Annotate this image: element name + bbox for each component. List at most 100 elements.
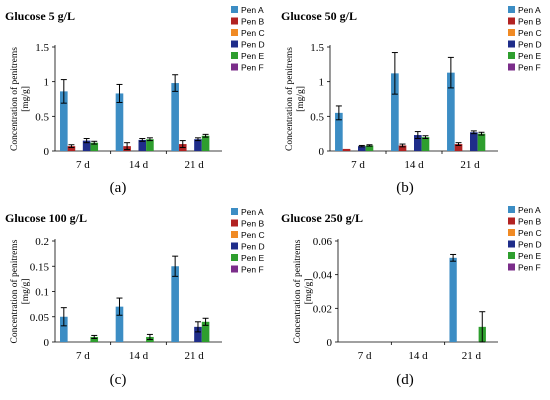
- panel-label: (c): [110, 372, 127, 388]
- legend-label: Pen C: [518, 228, 542, 238]
- panel-label: (a): [110, 180, 127, 196]
- legend-swatch: [508, 240, 515, 248]
- bar-pen-b: [67, 146, 76, 151]
- legend-swatch: [231, 254, 238, 261]
- x-tick-label: 14 d: [404, 159, 424, 171]
- legend-label: Pen D: [518, 40, 542, 50]
- bar-pen-d: [414, 135, 422, 151]
- bar-pen-d: [194, 326, 202, 342]
- y-axis-label-line1: Concentration of penitrems: [9, 239, 20, 343]
- bar-pen-a: [171, 83, 179, 151]
- bar-pen-a: [391, 73, 399, 151]
- legend-label: Pen F: [518, 263, 541, 273]
- legend-swatch: [231, 231, 238, 238]
- x-tick-label: 14 d: [129, 350, 149, 362]
- legend-swatch: [508, 263, 515, 271]
- bar-pen-e: [90, 142, 99, 151]
- legend-swatch: [231, 40, 238, 48]
- legend-swatch: [508, 29, 515, 36]
- chart-panel-3: Glucose 100 g/L Concentration of penitrem…: [5, 207, 265, 388]
- bar-pen-a: [449, 257, 457, 342]
- y-tick-label: 0.1: [35, 287, 49, 299]
- y-tick-label: 1.5: [310, 42, 324, 54]
- y-tick-label: 0.15: [30, 261, 50, 273]
- legend-swatch: [508, 6, 515, 13]
- legend-swatch: [508, 252, 515, 259]
- y-axis-label-line2: [mg/g]: [304, 279, 314, 305]
- x-tick-label: 21 d: [185, 350, 205, 362]
- bar-pen-a: [447, 72, 455, 151]
- bar-pen-b: [454, 144, 463, 151]
- bar-pen-e: [201, 135, 210, 151]
- legend-label: Pen A: [241, 5, 264, 15]
- bar-pen-d: [194, 139, 202, 151]
- legend-label: Pen F: [518, 63, 541, 73]
- x-tick-label: 21 d: [185, 159, 205, 171]
- legend-swatch: [508, 52, 515, 59]
- legend-swatch: [508, 229, 515, 236]
- y-axis-label: Concentration of penitrems[mg/g]: [292, 239, 314, 343]
- legend-label: Pen D: [518, 240, 542, 250]
- bar-pen-b: [398, 145, 407, 151]
- bar-pen-a: [60, 316, 68, 342]
- legend-label: Pen D: [241, 242, 265, 252]
- bar-pen-d: [470, 132, 478, 151]
- legend-label: Pen C: [241, 28, 265, 38]
- legend-swatch: [508, 17, 515, 25]
- y-tick-label: 0.02: [313, 303, 332, 315]
- legend-label: Pen B: [518, 17, 541, 27]
- chart-panel-4: Glucose 250 g/L Concentration of penitrem…: [281, 205, 542, 388]
- y-tick-label: 0.2: [35, 236, 49, 248]
- y-axis-label: Concentration of penitrems[mg/g]: [9, 239, 31, 343]
- legend-label: Pen A: [518, 5, 541, 15]
- y-tick-label: 0: [44, 146, 50, 158]
- y-tick-label: 0: [44, 337, 50, 349]
- y-tick-label: 0.06: [313, 236, 333, 248]
- x-tick-label: 7 d: [358, 350, 372, 362]
- y-tick-label: 0.05: [30, 312, 50, 324]
- legend-label: Pen B: [518, 217, 541, 227]
- bar-pen-a: [335, 112, 343, 151]
- bar-pen-d: [82, 140, 91, 151]
- legend-label: Pen E: [518, 51, 541, 61]
- legend-swatch: [508, 40, 515, 48]
- bar-pen-e: [146, 139, 154, 151]
- panel-label: (d): [396, 372, 414, 388]
- y-axis-label-line2: [mg/g]: [21, 279, 31, 305]
- legend-swatch: [231, 242, 238, 250]
- legend-label: Pen C: [518, 28, 542, 38]
- legend-label: Pen B: [241, 219, 264, 229]
- legend-label: Pen D: [241, 40, 265, 50]
- legend-label: Pen F: [241, 265, 264, 275]
- chart-title: Glucose 250 g/L: [281, 211, 363, 225]
- bar-pen-e: [201, 321, 210, 342]
- bar-pen-d: [138, 139, 147, 151]
- chart-title: Glucose 50 g/L: [281, 9, 357, 23]
- y-tick-label: 0: [327, 337, 333, 349]
- legend-swatch: [231, 265, 238, 273]
- legend-label: Pen E: [518, 251, 541, 261]
- y-axis-label: Concentration of penitrems[mg/g]: [284, 47, 306, 151]
- x-tick-label: 21 d: [462, 350, 482, 362]
- legend-swatch: [231, 63, 238, 71]
- y-axis-label-line1: Concentration of penitrems: [292, 239, 303, 343]
- bar-pen-d: [358, 146, 366, 151]
- bar-pen-b: [342, 148, 351, 151]
- chart-title: Glucose 100 g/L: [5, 211, 87, 225]
- y-axis-label-line1: Concentration of penitrems: [9, 47, 20, 151]
- legend-label: Pen A: [241, 207, 264, 217]
- legend-swatch: [231, 29, 238, 36]
- bar-pen-e: [421, 137, 430, 151]
- legend-swatch: [231, 219, 238, 227]
- x-tick-label: 21 d: [460, 159, 480, 171]
- x-tick-label: 7 d: [76, 350, 90, 362]
- x-tick-label: 14 d: [408, 350, 428, 362]
- legend-label: Pen E: [241, 51, 264, 61]
- legend-swatch: [231, 17, 238, 25]
- legend-swatch: [508, 217, 515, 225]
- x-tick-label: 14 d: [129, 159, 149, 171]
- legend-label: Pen E: [241, 253, 264, 263]
- bar-pen-e: [90, 336, 99, 342]
- y-tick-label: 1: [44, 77, 50, 89]
